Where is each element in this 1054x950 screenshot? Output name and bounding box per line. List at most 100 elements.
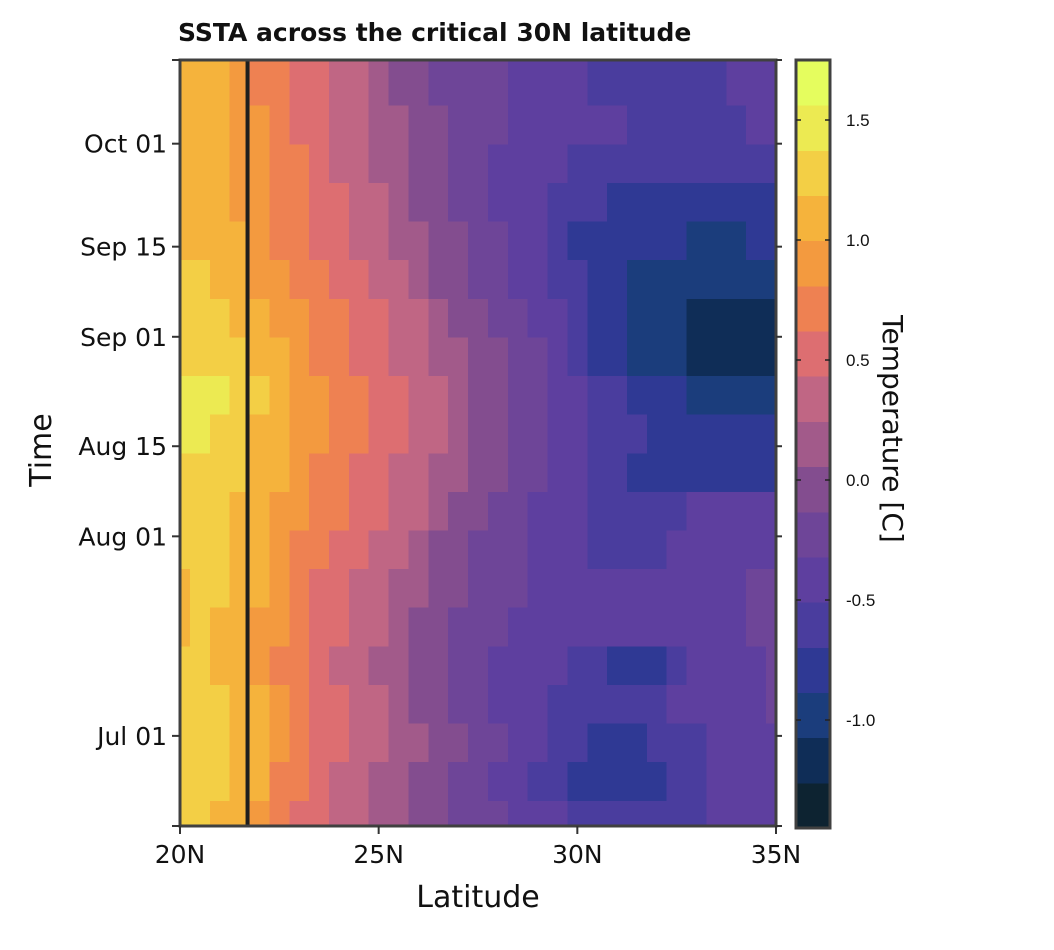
colorbar-tick-label: -0.5: [846, 591, 875, 610]
heatmap-cell: [666, 220, 688, 261]
x-tick-label: 35N: [751, 840, 802, 869]
heatmap-cell: [209, 105, 231, 145]
heatmap-cell: [746, 60, 767, 106]
heatmap-cell: [607, 800, 628, 827]
heatmap-cell: [746, 723, 767, 763]
heatmap-cell: [189, 491, 211, 531]
heatmap-cell: [428, 607, 449, 647]
heatmap-cell: [686, 143, 708, 183]
heatmap-cell: [686, 60, 708, 106]
heatmap-cell: [547, 529, 568, 570]
heatmap-cell: [249, 684, 270, 724]
heatmap-cell: [587, 220, 608, 261]
heatmap-cell: [309, 761, 330, 801]
heatmap-cell: [487, 607, 509, 647]
heatmap-cell: [627, 259, 648, 299]
heatmap-cell: [189, 105, 211, 145]
heatmap-cell: [567, 491, 588, 531]
heatmap-cell: [189, 298, 211, 338]
heatmap-cell: [587, 529, 608, 570]
heatmap-cell: [468, 529, 489, 570]
heatmap-cell: [706, 375, 727, 415]
x-tick-label: 20N: [155, 840, 206, 869]
heatmap-cell: [587, 414, 608, 454]
heatmap-cell: [567, 182, 588, 222]
heatmap-cell: [329, 529, 350, 570]
heatmap-cell: [448, 375, 469, 415]
heatmap-cell: [448, 645, 469, 685]
heatmap-cell: [527, 607, 549, 647]
heatmap-cell: [627, 182, 648, 222]
heatmap-cell: [726, 800, 747, 827]
colorbar-tick-label: -1.0: [846, 711, 875, 730]
colorbar-frame: [794, 58, 832, 830]
heatmap-cell: [766, 452, 777, 492]
heatmap-cell: [448, 414, 469, 454]
heatmap-cell: [746, 220, 767, 261]
heatmap-cell: [329, 684, 350, 724]
heatmap-cell: [249, 259, 270, 299]
heatmap-cell: [368, 220, 390, 261]
heatmap-cell: [646, 259, 668, 299]
heatmap-cell: [209, 800, 231, 827]
heatmap-cell: [746, 491, 767, 531]
heatmap-cell: [587, 800, 608, 827]
heatmap-cell: [269, 375, 290, 415]
heatmap-cell: [726, 452, 747, 492]
heatmap-cell: [309, 452, 330, 492]
heatmap-cell: [368, 143, 390, 183]
heatmap-cell: [646, 336, 668, 377]
heatmap-cell: [766, 414, 777, 454]
heatmap-cell: [189, 414, 211, 454]
heatmap-cell: [607, 761, 628, 801]
heatmap-cell: [587, 182, 608, 222]
heatmap-cell: [180, 336, 191, 377]
heatmap-cell: [180, 684, 191, 724]
heatmap-cell: [348, 684, 370, 724]
heatmap-cell: [766, 143, 777, 183]
heatmap-cell: [309, 143, 330, 183]
heatmap-cell: [726, 220, 747, 261]
heatmap-cell: [487, 143, 509, 183]
heatmap-cell: [180, 105, 191, 145]
heatmap-cell: [607, 568, 628, 608]
heatmap-cell: [686, 414, 708, 454]
heatmap-cell: [249, 607, 270, 647]
heatmap-cell: [180, 182, 191, 222]
heatmap-cell: [547, 723, 568, 763]
heatmap-cell: [468, 607, 489, 647]
heatmap-cell: [547, 298, 568, 338]
heatmap-cell: [289, 336, 310, 377]
heatmap-cell: [686, 684, 708, 724]
heatmap-cell: [189, 645, 211, 685]
heatmap-cell: [348, 607, 370, 647]
heatmap-cell: [507, 336, 529, 377]
heatmap-cell: [368, 645, 390, 685]
heatmap-cell: [646, 607, 668, 647]
heatmap-cell: [309, 723, 330, 763]
heatmap-cell: [180, 645, 191, 685]
heatmap-cell: [209, 491, 231, 531]
heatmap-cell: [428, 220, 449, 261]
heatmap-cell: [468, 414, 489, 454]
heatmap-cell: [408, 220, 429, 261]
heatmap-cell: [646, 452, 668, 492]
heatmap-cell: [527, 800, 549, 827]
heatmap-cell: [309, 375, 330, 415]
heatmap-cell: [666, 143, 688, 183]
heatmap-cell: [388, 182, 410, 222]
heatmap-cell: [229, 143, 251, 183]
heatmap-cell: [746, 143, 767, 183]
heatmap-cell: [229, 298, 251, 338]
heatmap-cell: [348, 220, 370, 261]
heatmap-cell: [607, 220, 628, 261]
heatmap-cell: [706, 220, 727, 261]
heatmap-cell: [209, 414, 231, 454]
heatmap-cell: [388, 336, 410, 377]
heatmap-cell: [686, 723, 708, 763]
heatmap-cell: [209, 645, 231, 685]
heatmap-cell: [726, 298, 747, 338]
heatmap-cell: [180, 761, 191, 801]
heatmap-cell: [428, 645, 449, 685]
heatmap-cell: [468, 684, 489, 724]
